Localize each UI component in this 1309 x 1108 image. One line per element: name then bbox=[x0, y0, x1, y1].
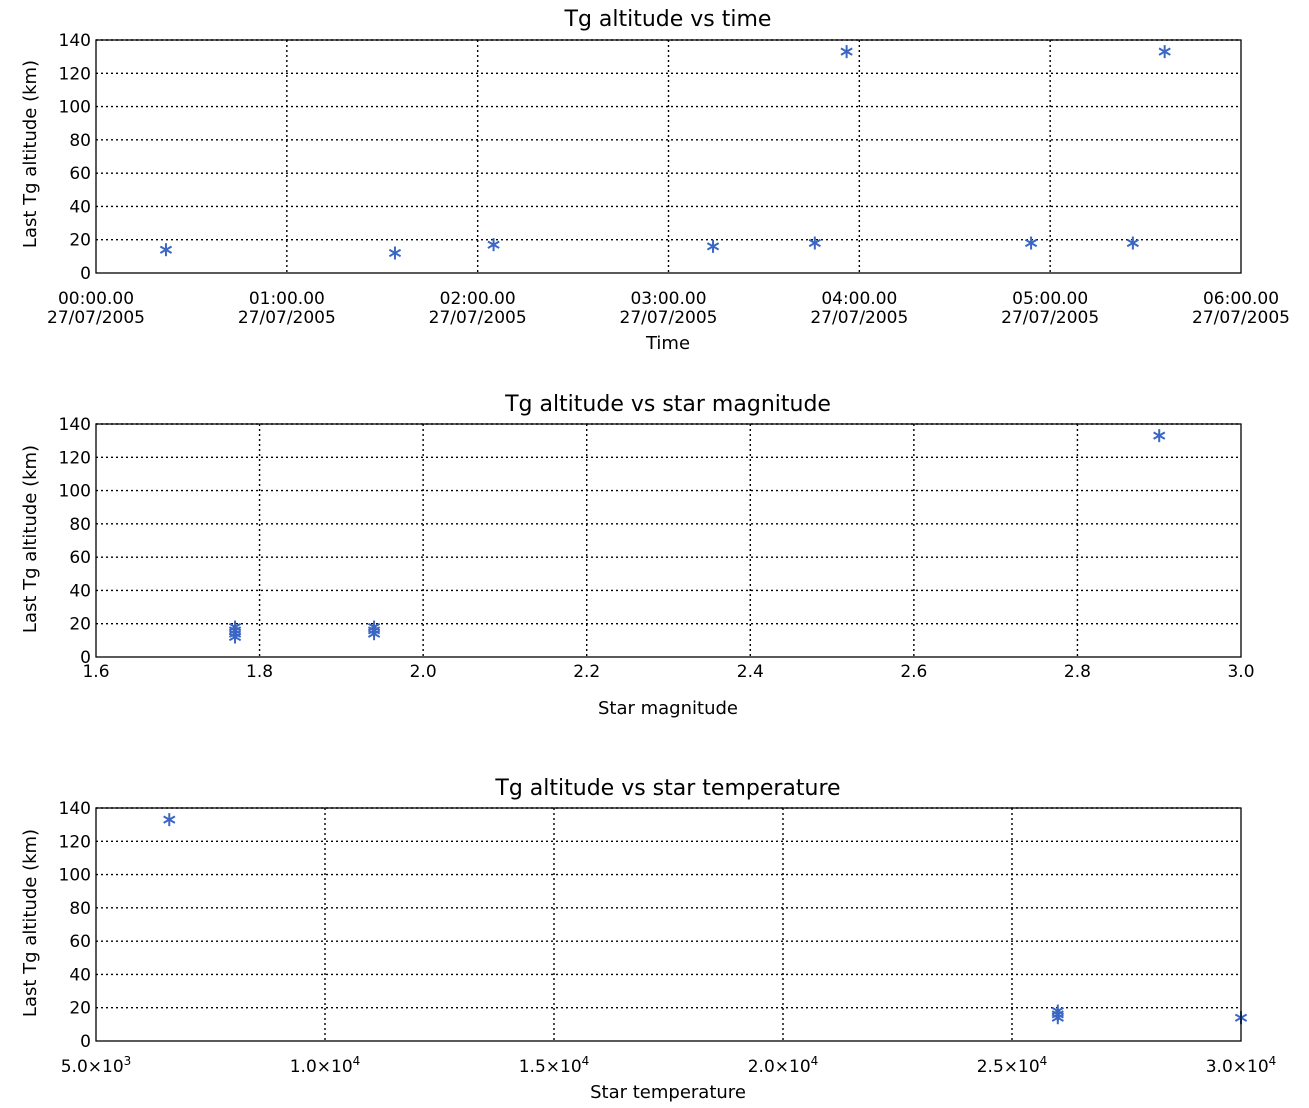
x-tick-label-time: 06:00.00 bbox=[1203, 289, 1279, 309]
y-tick-label: 140 bbox=[59, 415, 91, 435]
y-ticks: 0 20 40 60 80 100 120 140 bbox=[59, 31, 91, 284]
y-tick-label: 60 bbox=[69, 548, 91, 568]
grid bbox=[96, 807, 1241, 1041]
x-tick-label-time: 05:00.00 bbox=[1012, 289, 1088, 309]
y-tick-label: 0 bbox=[80, 648, 91, 668]
y-axis-label: Last Tg altitude (km) bbox=[20, 445, 41, 633]
x-tick-label: 3.0×104 bbox=[1206, 1054, 1277, 1077]
x-tick-label-date: 27/07/2005 bbox=[1192, 308, 1290, 328]
y-tick-label: 80 bbox=[69, 515, 91, 535]
x-tick-label-date: 27/07/2005 bbox=[620, 308, 718, 328]
plot-frame bbox=[95, 423, 1242, 658]
x-tick-label-date: 27/07/2005 bbox=[47, 308, 145, 328]
chart-temperature: Tg altitude vs star temperature Last Tg … bbox=[20, 776, 1276, 1103]
x-axis-label: Star temperature bbox=[590, 1082, 746, 1103]
chart-time: Tg altitude vs time Last Tg altitude (km… bbox=[20, 7, 1290, 354]
data-point bbox=[388, 246, 402, 260]
x-ticks: 1.6 1.8 2.0 2.2 2.4 2.6 2.8 3.0 bbox=[82, 662, 1254, 682]
data-point bbox=[163, 813, 176, 827]
chart-title: Tg altitude vs time bbox=[564, 7, 772, 32]
chart-title: Tg altitude vs star temperature bbox=[494, 776, 840, 801]
x-tick-label-time: 01:00.00 bbox=[249, 289, 325, 309]
y-axis-label: Last Tg altitude (km) bbox=[20, 60, 41, 248]
x-tick-label: 1.0×104 bbox=[290, 1054, 361, 1077]
y-tick-label: 20 bbox=[69, 999, 91, 1019]
data-point bbox=[228, 630, 242, 644]
y-tick-label: 140 bbox=[59, 31, 91, 51]
y-tick-label: 40 bbox=[69, 965, 91, 985]
y-ticks: 0 20 40 60 80 100 120 140 bbox=[59, 799, 91, 1052]
data-point bbox=[706, 239, 720, 253]
y-tick-label: 80 bbox=[69, 899, 91, 919]
y-tick-label: 0 bbox=[80, 264, 91, 284]
x-tick-label: 2.6 bbox=[900, 662, 927, 682]
chart-magnitude: Tg altitude vs star magnitude Last Tg al… bbox=[20, 392, 1255, 719]
x-tick-label-time: 04:00.00 bbox=[821, 289, 897, 309]
y-tick-label: 100 bbox=[59, 482, 91, 502]
y-tick-label: 100 bbox=[59, 866, 91, 886]
y-axis-label: Last Tg altitude (km) bbox=[20, 829, 41, 1017]
y-tick-label: 140 bbox=[59, 799, 91, 819]
data-point bbox=[367, 627, 381, 641]
points bbox=[163, 813, 1248, 1025]
grid bbox=[96, 39, 1241, 273]
y-tick-label: 0 bbox=[80, 1032, 91, 1052]
x-ticks: 5.0×103 1.0×104 1.5×104 2.0×104 2.5×104 3.0×1… bbox=[61, 1054, 1277, 1077]
y-tick-label: 120 bbox=[59, 64, 91, 84]
y-tick-label: 120 bbox=[59, 448, 91, 468]
plot-frame bbox=[95, 39, 1242, 274]
data-point bbox=[1126, 236, 1139, 250]
y-tick-label: 40 bbox=[69, 197, 91, 217]
x-tick-label-date: 27/07/2005 bbox=[429, 308, 527, 328]
chart-title: Tg altitude vs star magnitude bbox=[504, 392, 831, 417]
grid bbox=[96, 423, 1241, 657]
y-tick-label: 60 bbox=[69, 164, 91, 184]
y-tick-label: 120 bbox=[59, 832, 91, 852]
x-tick-label-time: 02:00.00 bbox=[440, 289, 516, 309]
x-tick-label-time: 03:00.00 bbox=[630, 289, 706, 309]
x-tick-label: 2.0 bbox=[410, 662, 437, 682]
y-tick-label: 80 bbox=[69, 131, 91, 151]
x-tick-label: 1.6 bbox=[82, 662, 109, 682]
x-tick-label: 5.0×103 bbox=[61, 1054, 132, 1077]
points bbox=[228, 429, 1166, 644]
x-tick-label: 2.4 bbox=[737, 662, 764, 682]
data-point bbox=[1158, 45, 1171, 59]
data-point bbox=[1024, 236, 1038, 250]
x-tick-label: 1.8 bbox=[246, 662, 273, 682]
data-point bbox=[1051, 1011, 1064, 1025]
data-point bbox=[840, 45, 853, 59]
y-tick-label: 20 bbox=[69, 231, 91, 251]
x-tick-label: 3.0 bbox=[1227, 662, 1254, 682]
data-point bbox=[1153, 429, 1166, 443]
x-tick-label: 2.2 bbox=[573, 662, 600, 682]
points bbox=[159, 45, 1171, 260]
y-ticks: 0 20 40 60 80 100 120 140 bbox=[59, 415, 91, 668]
x-tick-label: 1.5×104 bbox=[519, 1054, 590, 1077]
y-tick-label: 60 bbox=[69, 932, 91, 952]
x-axis-label: Star magnitude bbox=[598, 698, 738, 719]
x-axis-label: Time bbox=[645, 333, 690, 354]
x-tick-label-date: 27/07/2005 bbox=[238, 308, 336, 328]
x-tick-label-date: 27/07/2005 bbox=[1001, 308, 1099, 328]
y-tick-label: 20 bbox=[69, 615, 91, 635]
y-tick-label: 100 bbox=[59, 98, 91, 118]
x-tick-label: 2.5×104 bbox=[977, 1054, 1048, 1077]
x-tick-label-time: 00:00.00 bbox=[58, 289, 134, 309]
plot-frame bbox=[95, 807, 1242, 1042]
data-point bbox=[808, 236, 821, 250]
x-tick-label: 2.0×104 bbox=[748, 1054, 819, 1077]
data-point bbox=[159, 243, 173, 257]
x-tick-label: 2.8 bbox=[1064, 662, 1091, 682]
x-tick-label-date: 27/07/2005 bbox=[810, 308, 908, 328]
data-point bbox=[487, 238, 500, 252]
y-tick-label: 40 bbox=[69, 581, 91, 601]
x-ticks: 00:00.0027/07/200501:00.0027/07/200502:0… bbox=[47, 289, 1290, 328]
